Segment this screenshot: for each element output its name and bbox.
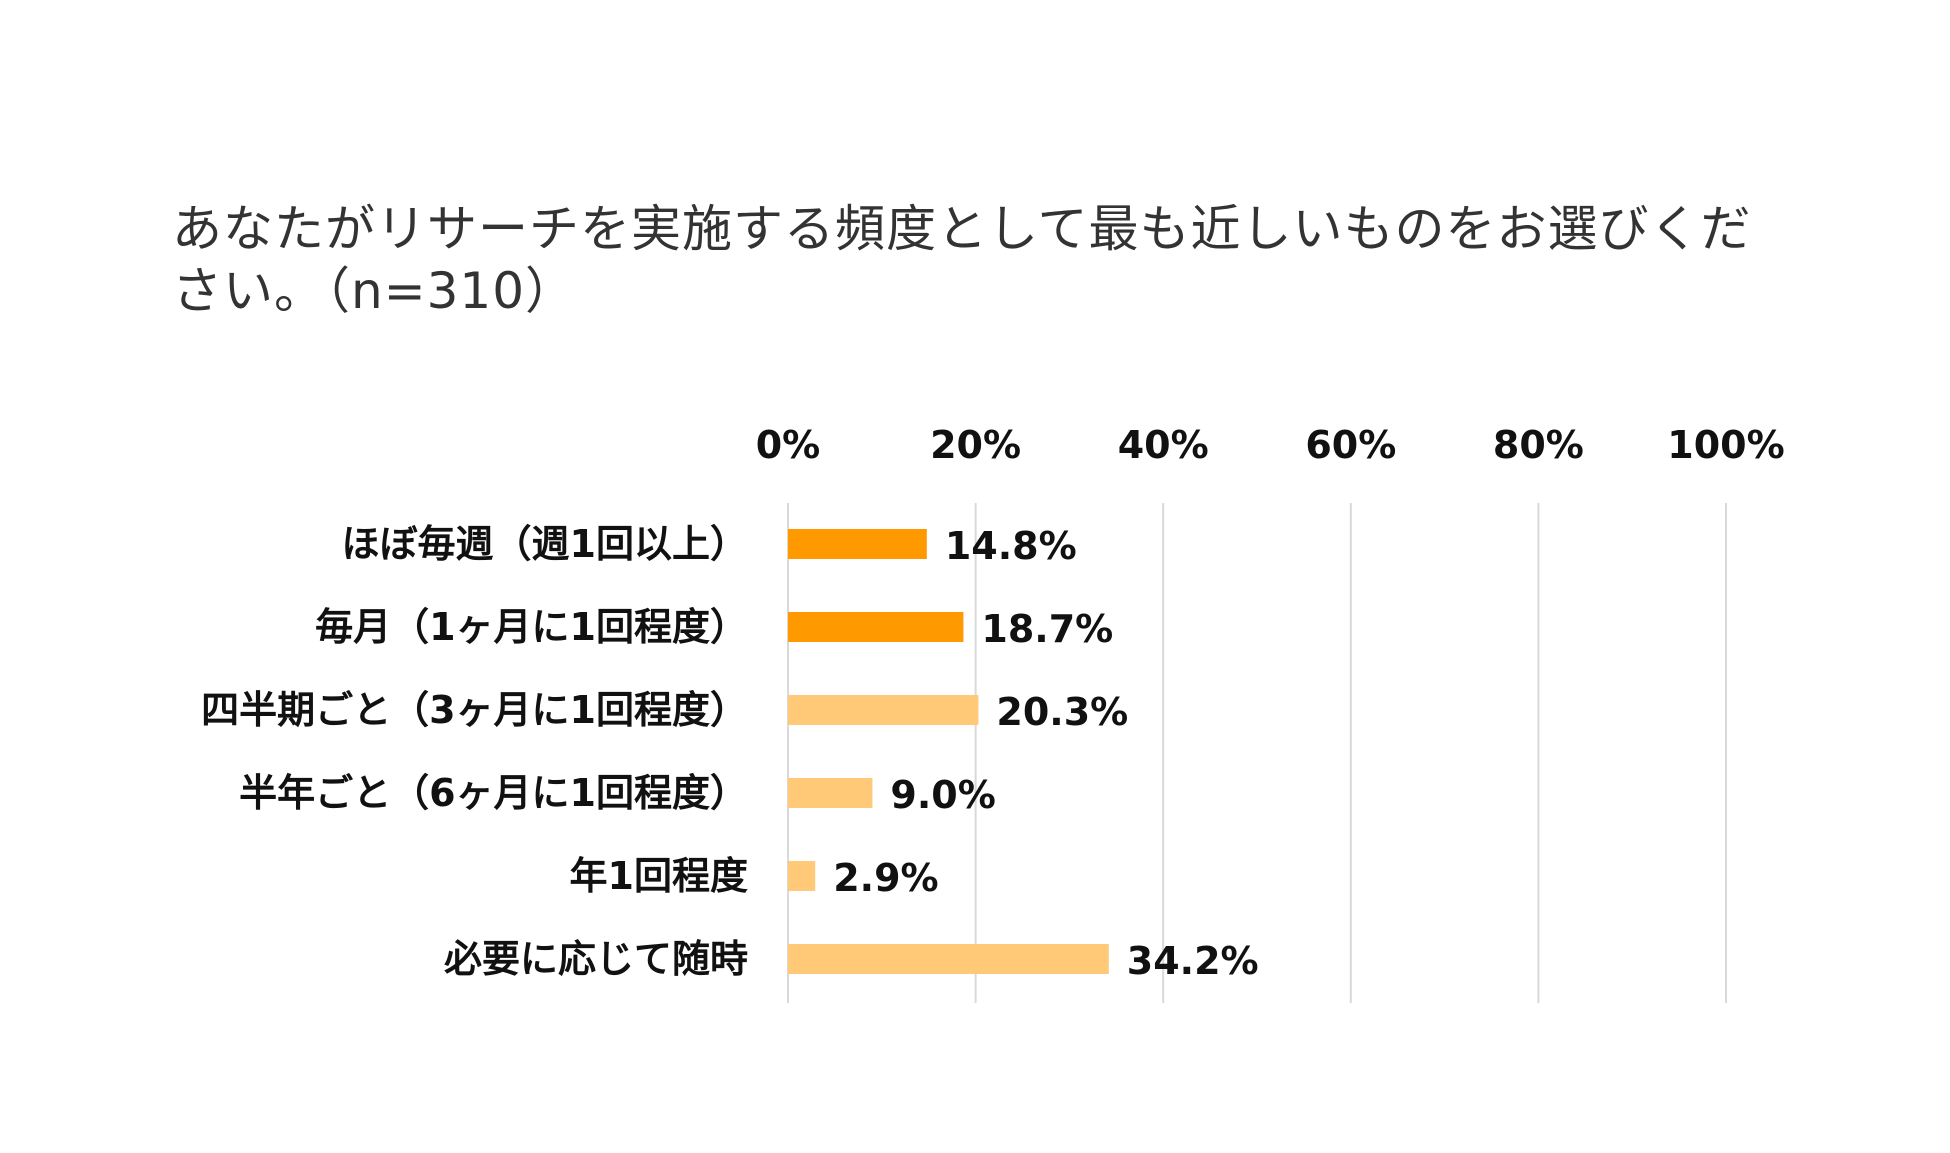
- x-tick-label: 20%: [930, 423, 1021, 467]
- data-labels: 14.8% 18.7% 20.3%9.0% 2.9% 34.2%: [833, 524, 1258, 983]
- x-tick-label: 0%: [756, 423, 821, 467]
- chart-title: あなたがリサーチを実施する頻度として最も近しいものをお選びください。（n=310…: [172, 200, 1752, 320]
- data-label: 18.7%: [981, 607, 1113, 651]
- category-label: 四半期ごと（3ヶ月に1回程度）: [201, 688, 748, 732]
- gridlines: [787, 503, 1727, 1003]
- category-labels: ほぼ毎週（週1回以上） 毎月（1ヶ月に1回程度） 四半期ごと（3ヶ月に1回程度） 半年…: [201, 522, 748, 981]
- category-label: 年1回程度: [570, 854, 748, 898]
- category-label: 半年ごと（6ヶ月に1回程度）: [239, 771, 748, 815]
- category-label: 必要に応じて随時: [444, 937, 748, 981]
- data-label: 14.8%: [945, 524, 1077, 568]
- x-axis-ticks: 0% 20% 40% 60% 80% 100%: [756, 423, 1785, 467]
- bar: [788, 861, 816, 891]
- bars: [788, 529, 1109, 974]
- x-tick-label: 40%: [1118, 423, 1209, 467]
- bar: [788, 944, 1109, 974]
- x-tick-label: 80%: [1493, 423, 1584, 467]
- bar: [788, 612, 964, 642]
- x-tick-label: 60%: [1305, 423, 1396, 467]
- bar: [788, 529, 927, 559]
- category-label: ほぼ毎週（週1回以上）: [342, 522, 748, 566]
- bar: [788, 695, 979, 725]
- data-label: 2.9%: [833, 856, 938, 900]
- x-tick-label: 100%: [1667, 423, 1784, 467]
- bar: [788, 778, 873, 808]
- data-label: 9.0%: [890, 773, 995, 817]
- data-label: 20.3%: [996, 690, 1128, 734]
- category-label: 毎月（1ヶ月に1回程度）: [315, 605, 748, 649]
- data-label: 34.2%: [1127, 939, 1259, 983]
